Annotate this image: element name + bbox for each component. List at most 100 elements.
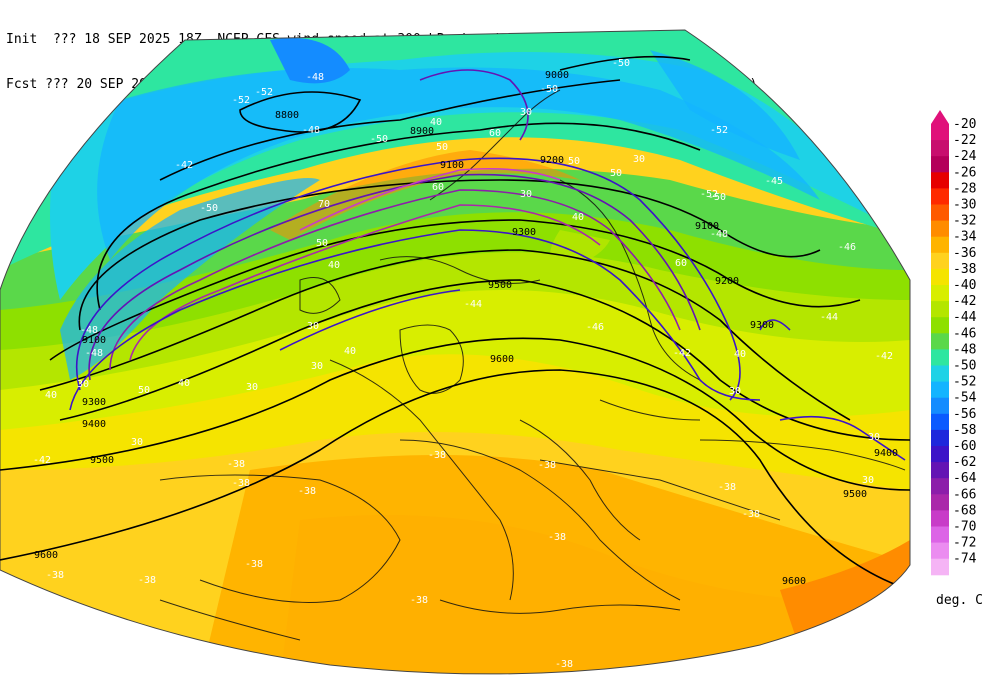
temp-label: -50 <box>370 134 388 145</box>
colorbar-swatch <box>931 526 949 544</box>
domain-outline <box>0 29 911 675</box>
shaded-temperature-field <box>0 30 910 674</box>
wind-label: 40 <box>328 260 340 271</box>
height-label: 9300 <box>750 320 774 331</box>
colorbar-swatch <box>931 510 949 527</box>
temp-label: -42 <box>175 160 193 171</box>
wind-label: 30 <box>862 475 874 486</box>
wind-label: 40 <box>430 117 442 128</box>
temp-label: -50 <box>612 58 630 69</box>
wind-label: 30 <box>729 386 741 397</box>
colorbar-swatch <box>931 220 949 238</box>
height-label: 9400 <box>82 419 106 430</box>
colorbar-swatch <box>931 446 949 463</box>
temp-label: -38 <box>227 459 245 470</box>
colorbar-tick-label: -44 <box>953 310 977 325</box>
colorbar-tick-label: -26 <box>953 165 976 180</box>
wind-label: 60 <box>675 258 687 269</box>
colorbar-tick-label: -30 <box>953 198 976 213</box>
wind-label: 30 <box>633 154 645 165</box>
colorbar-swatch <box>931 397 949 415</box>
colorbar-swatch <box>931 140 949 157</box>
wind-labels: 30 30 40 50 60 70 30 40 50 60 30 40 50 6… <box>45 107 880 486</box>
temp-label: -50 <box>540 84 558 95</box>
colorbar-swatch <box>931 172 949 189</box>
temp-label: -38 <box>138 575 156 586</box>
height-label: 9100 <box>440 160 464 171</box>
wind-label: 40 <box>734 349 746 360</box>
temp-label: -42 <box>673 348 691 359</box>
colorbar-swatch <box>931 156 949 173</box>
height-label: 9300 <box>512 227 536 238</box>
colorbar-tick-label: -68 <box>953 503 976 518</box>
colorbar-units: deg. C <box>936 593 983 608</box>
colorbar-swatch <box>931 413 949 431</box>
wind-label: 30 <box>77 379 89 390</box>
temp-label: -48 <box>306 72 324 83</box>
colorbar-tick-label: -64 <box>953 471 977 486</box>
wind-label: 30 <box>311 361 323 372</box>
height-label: 9200 <box>715 276 739 287</box>
temp-label: -44 <box>820 312 838 323</box>
temp-label: -38 <box>232 478 250 489</box>
temp-label: -50 <box>708 192 726 203</box>
height-labels: 9600 9600 9500 9500 9400 9400 9300 9300 … <box>34 70 898 587</box>
height-contours <box>0 55 910 591</box>
height-label: 9200 <box>540 155 564 166</box>
height-label: 9400 <box>874 448 898 459</box>
wind-label: 30 <box>131 437 143 448</box>
colorbar-tick-label: -38 <box>953 262 976 277</box>
wind-label: 50 <box>610 168 622 179</box>
wind-contours <box>69 69 906 461</box>
temp-label: -38 <box>538 460 556 471</box>
wind-label: 60 <box>432 182 444 193</box>
colorbar-swatch <box>931 381 949 399</box>
temp-label: -42 <box>33 455 51 466</box>
temp-label: -48 <box>85 348 103 359</box>
temp-label: -48 <box>302 125 320 136</box>
wind-label: 40 <box>572 212 584 223</box>
colorbar-tick-label: -54 <box>953 391 977 406</box>
colorbar-swatch <box>931 429 949 447</box>
wind-label: 70 <box>318 199 330 210</box>
colorbar-swatch <box>931 365 949 383</box>
temp-label: -38 <box>410 595 428 606</box>
colorbar-swatch <box>931 542 949 560</box>
colorbar-swatch <box>931 268 949 286</box>
temp-label: -42 <box>875 351 893 362</box>
colorbar-swatch <box>931 349 949 366</box>
temp-label: -38 <box>555 659 573 670</box>
color-bar: -20-22-24-26-28-30-32-34-36-38-40-42-44-… <box>931 110 977 576</box>
height-label: 9500 <box>90 455 114 466</box>
wind-label: 50 <box>436 142 448 153</box>
colorbar-swatch <box>931 236 949 254</box>
colorbar-tick-label: -28 <box>953 181 976 196</box>
colorbar-tick-label: -20 <box>953 117 976 132</box>
height-label: 8800 <box>275 110 299 121</box>
colorbar-swatch <box>931 558 949 576</box>
height-label: 9100 <box>695 221 719 232</box>
colorbar-swatch <box>931 188 949 205</box>
colorbar-tick-label: -56 <box>953 407 976 422</box>
colorbar-tick-label: -22 <box>953 133 976 148</box>
wind-label: 50 <box>138 385 150 396</box>
temp-label: -52 <box>232 95 250 106</box>
colorbar-tick-label: -46 <box>953 326 976 341</box>
colorbar-tick-label: -32 <box>953 214 976 229</box>
height-label: 9600 <box>490 354 514 365</box>
wind-label: 40 <box>344 346 356 357</box>
temp-label: -38 <box>46 570 64 581</box>
wind-label: 30 <box>520 189 532 200</box>
temp-label: -46 <box>586 322 604 333</box>
height-label: 9500 <box>488 280 512 291</box>
colorbar-swatch <box>931 301 949 318</box>
temp-label: -38 <box>548 532 566 543</box>
height-label: 9300 <box>82 397 106 408</box>
wind-label: 50 <box>316 238 328 249</box>
colorbar-tick-label: -50 <box>953 359 976 374</box>
colorbar-swatch <box>931 494 949 511</box>
temp-label: -38 <box>428 450 446 461</box>
wind-label: 50 <box>568 156 580 167</box>
temp-label: -48 <box>80 325 98 336</box>
